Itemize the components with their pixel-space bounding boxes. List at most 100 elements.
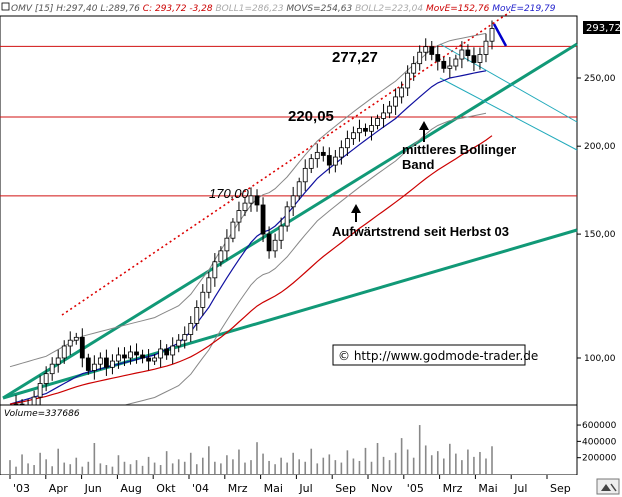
candle bbox=[194, 307, 200, 324]
candle bbox=[248, 195, 254, 204]
candle bbox=[387, 105, 392, 114]
candle bbox=[266, 233, 272, 252]
candle bbox=[308, 158, 314, 169]
price-tick-label: 150,00 bbox=[584, 230, 616, 240]
candle bbox=[441, 60, 447, 69]
price-axis: 100,00 150,00 200,00 250,00 bbox=[577, 74, 616, 364]
instrument-checkbox-icon[interactable] bbox=[1, 2, 10, 11]
candle bbox=[399, 87, 405, 98]
candle bbox=[429, 46, 435, 55]
volume-tick-label: 200000 bbox=[582, 454, 617, 464]
time-tick-label: Nov bbox=[371, 482, 393, 495]
candle bbox=[326, 155, 332, 166]
candle bbox=[290, 195, 296, 208]
time-tick-label: '04 bbox=[192, 482, 209, 495]
bollinger-upper bbox=[9, 32, 487, 368]
time-tick-label: Jun bbox=[84, 482, 102, 495]
time-tick-label: Mrz bbox=[443, 482, 463, 495]
candle bbox=[344, 138, 350, 149]
candle bbox=[224, 237, 230, 252]
candle bbox=[417, 51, 423, 65]
candle bbox=[447, 65, 453, 69]
candle bbox=[230, 221, 236, 239]
candle bbox=[254, 195, 260, 206]
candle bbox=[278, 225, 284, 241]
level-277-label: 277,27 bbox=[332, 49, 378, 66]
candle bbox=[465, 49, 471, 57]
candle bbox=[296, 181, 302, 197]
candle bbox=[351, 132, 356, 140]
candle bbox=[206, 277, 212, 293]
candle bbox=[381, 112, 386, 119]
sma-middle-band bbox=[9, 70, 487, 405]
candle bbox=[375, 118, 380, 126]
header-line: OMV [15] H:297,40 L:289,76 C: 293,72 -3,… bbox=[11, 4, 556, 14]
candle bbox=[104, 357, 109, 368]
ema-long-line bbox=[9, 135, 493, 405]
candle bbox=[393, 96, 399, 107]
header-bar bbox=[0, 0, 622, 16]
projection-arrow bbox=[492, 23, 508, 47]
candle bbox=[423, 46, 429, 53]
candle bbox=[110, 360, 115, 368]
time-tick-label: Jul bbox=[513, 482, 527, 495]
volume-axis: 200000 400000 600000 bbox=[577, 421, 617, 464]
candle bbox=[79, 336, 85, 359]
candle bbox=[182, 334, 188, 341]
time-tick-label: Sep bbox=[550, 482, 571, 495]
price-badge-text: 293,72 bbox=[586, 23, 621, 34]
price-layer bbox=[0, 11, 578, 448]
candle bbox=[152, 357, 158, 362]
candle bbox=[242, 202, 248, 211]
candle bbox=[212, 261, 218, 279]
candle bbox=[338, 147, 344, 158]
bollinger-label-line1: mittleres Bollinger bbox=[402, 142, 516, 157]
candle bbox=[489, 28, 495, 42]
candle bbox=[55, 357, 61, 365]
volume-label: Volume=337686 bbox=[4, 409, 80, 419]
channel-line-lower bbox=[439, 77, 578, 151]
time-axis: '03 Apr Jun Aug Okt '04 Mrz Mai Jul Sep Nov '05 Mrz M… bbox=[9, 475, 571, 495]
candle bbox=[67, 339, 73, 347]
zoom-icon[interactable] bbox=[596, 478, 620, 495]
time-tick-label: Okt bbox=[156, 482, 176, 495]
price-tick-label: 100,00 bbox=[584, 354, 616, 364]
time-tick-label: '05 bbox=[407, 482, 424, 495]
time-tick-label: Mrz bbox=[228, 482, 248, 495]
candle bbox=[218, 250, 224, 263]
candle bbox=[260, 204, 266, 235]
candle bbox=[459, 49, 465, 60]
candle bbox=[284, 206, 290, 227]
candle bbox=[116, 354, 121, 362]
candle bbox=[176, 339, 182, 347]
price-tick-label: 200,00 bbox=[584, 142, 616, 152]
candle bbox=[272, 239, 278, 252]
candle bbox=[61, 345, 67, 359]
candle bbox=[49, 363, 55, 375]
copyright-box bbox=[332, 344, 526, 366]
level-170-label: 170,00 bbox=[209, 186, 250, 201]
candle bbox=[314, 151, 320, 160]
time-tick-label: '03 bbox=[13, 482, 30, 495]
copyright-text[interactable]: © http://www.godmode-trader.de bbox=[338, 349, 538, 363]
candle bbox=[363, 127, 368, 132]
time-tick-label: Apr bbox=[49, 482, 69, 495]
candle bbox=[357, 127, 362, 134]
trend-label: Aufwärtstrend seit Herbst 03 bbox=[332, 224, 509, 239]
time-tick-label: Jul bbox=[298, 482, 312, 495]
candle bbox=[146, 357, 151, 362]
candle bbox=[200, 291, 206, 308]
candle bbox=[97, 357, 103, 365]
candle bbox=[91, 363, 97, 371]
volume-panel bbox=[0, 404, 578, 476]
candle bbox=[411, 63, 417, 74]
price-tick-label: 250,00 bbox=[584, 74, 616, 84]
time-tick-label: Mai bbox=[264, 482, 283, 495]
dotted-trendline bbox=[61, 11, 511, 316]
bollinger-arrow-icon bbox=[419, 121, 429, 142]
trend-arrow-icon bbox=[351, 204, 361, 222]
volume-layer bbox=[9, 425, 493, 474]
candle bbox=[320, 151, 326, 156]
candle bbox=[188, 322, 194, 335]
